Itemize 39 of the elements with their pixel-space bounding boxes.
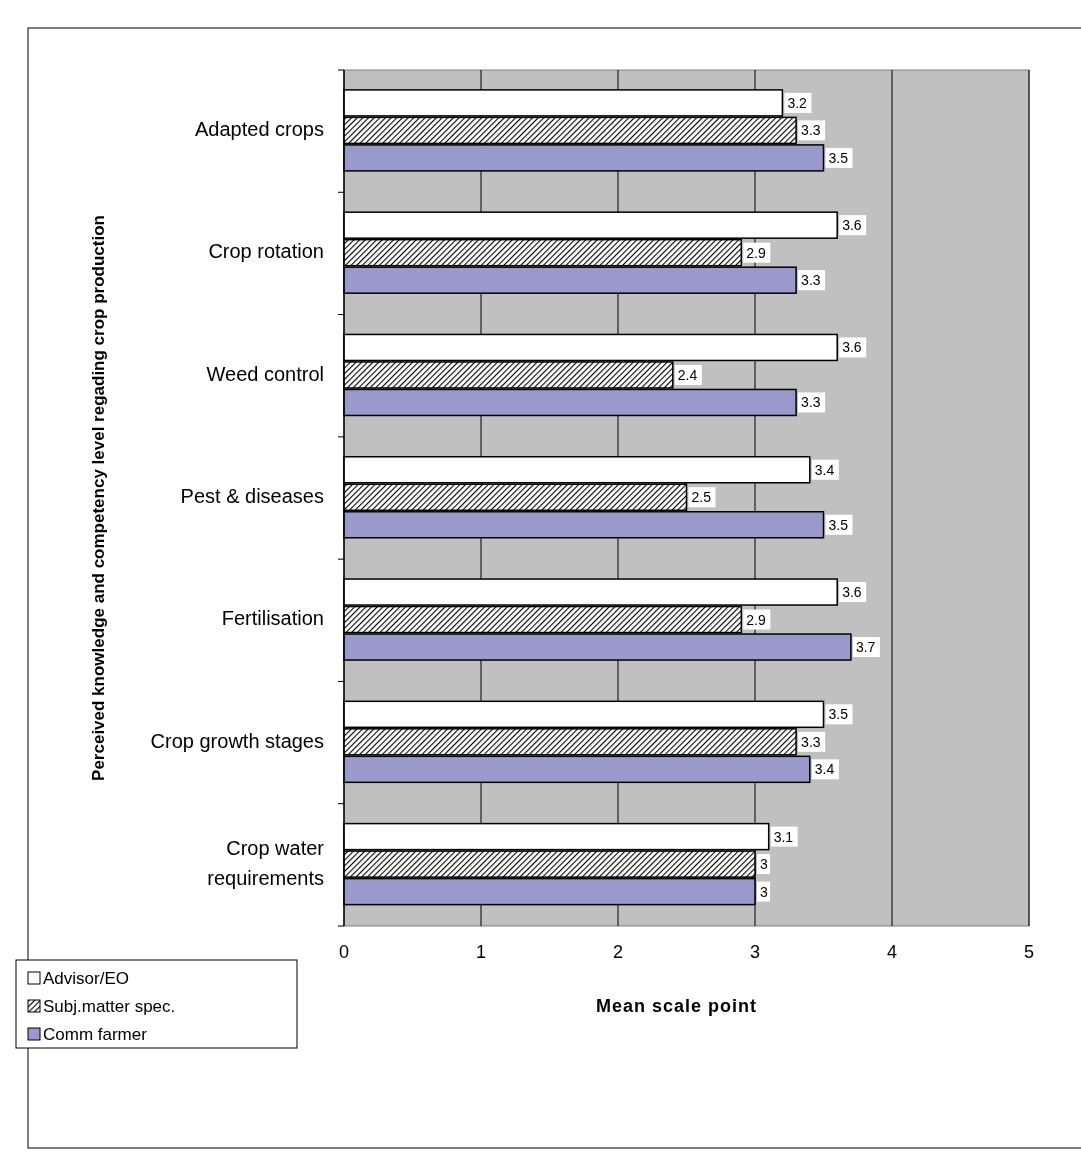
data-label: 3 [760,856,768,873]
data-label: 2.9 [746,244,766,261]
y-tick-label: Adapted crops [195,118,324,141]
y-tick-label: Pest & diseases [180,485,324,508]
y-tick-label: Weed control [206,363,324,385]
y-axis-title: Perceived knowledge and competency level regading crop production [89,215,108,781]
x-tick-label: 1 [475,942,487,962]
data-label: 3.6 [842,584,862,601]
data-label: 3.1 [773,828,794,845]
x-tick-label: 5 [1023,942,1035,962]
data-label: 2.9 [746,611,766,628]
legend-label: Advisor/EO [43,969,129,988]
data-label: 2.5 [691,489,712,506]
y-tick-label: Crop growth stages [150,729,324,752]
data-label: 3.6 [842,217,862,234]
data-label: 3.5 [828,149,849,166]
data-label: 3.5 [828,516,849,533]
data-label: 3.4 [814,761,835,778]
data-label: 3.4 [814,461,835,478]
data-label: 3.3 [801,394,821,411]
x-tick-label: 3 [749,942,761,962]
data-label: 3.3 [801,122,821,139]
data-label: 3 [760,883,768,900]
data-label: 3.2 [787,94,808,111]
x-tick-label: 4 [886,942,898,962]
x-axis-title: Mean scale point [595,996,758,1016]
data-label: 2.4 [677,366,698,383]
data-label: 3.3 [801,272,821,289]
data-label: 3.3 [801,733,821,750]
y-tick-label: Crop water requirements [207,837,325,890]
y-tick-label: Fertilisation [221,607,324,630]
y-tick-label: Crop rotation [208,240,324,263]
x-tick-label: 0 [338,942,350,962]
data-label: 3.6 [842,339,862,356]
data-label: 3.5 [828,706,849,723]
x-tick-label: 2 [612,942,624,962]
data-label: 3.7 [855,639,876,656]
legend-label: Subj.matter spec. [43,997,176,1016]
legend-label: Comm farmer [43,1025,148,1044]
